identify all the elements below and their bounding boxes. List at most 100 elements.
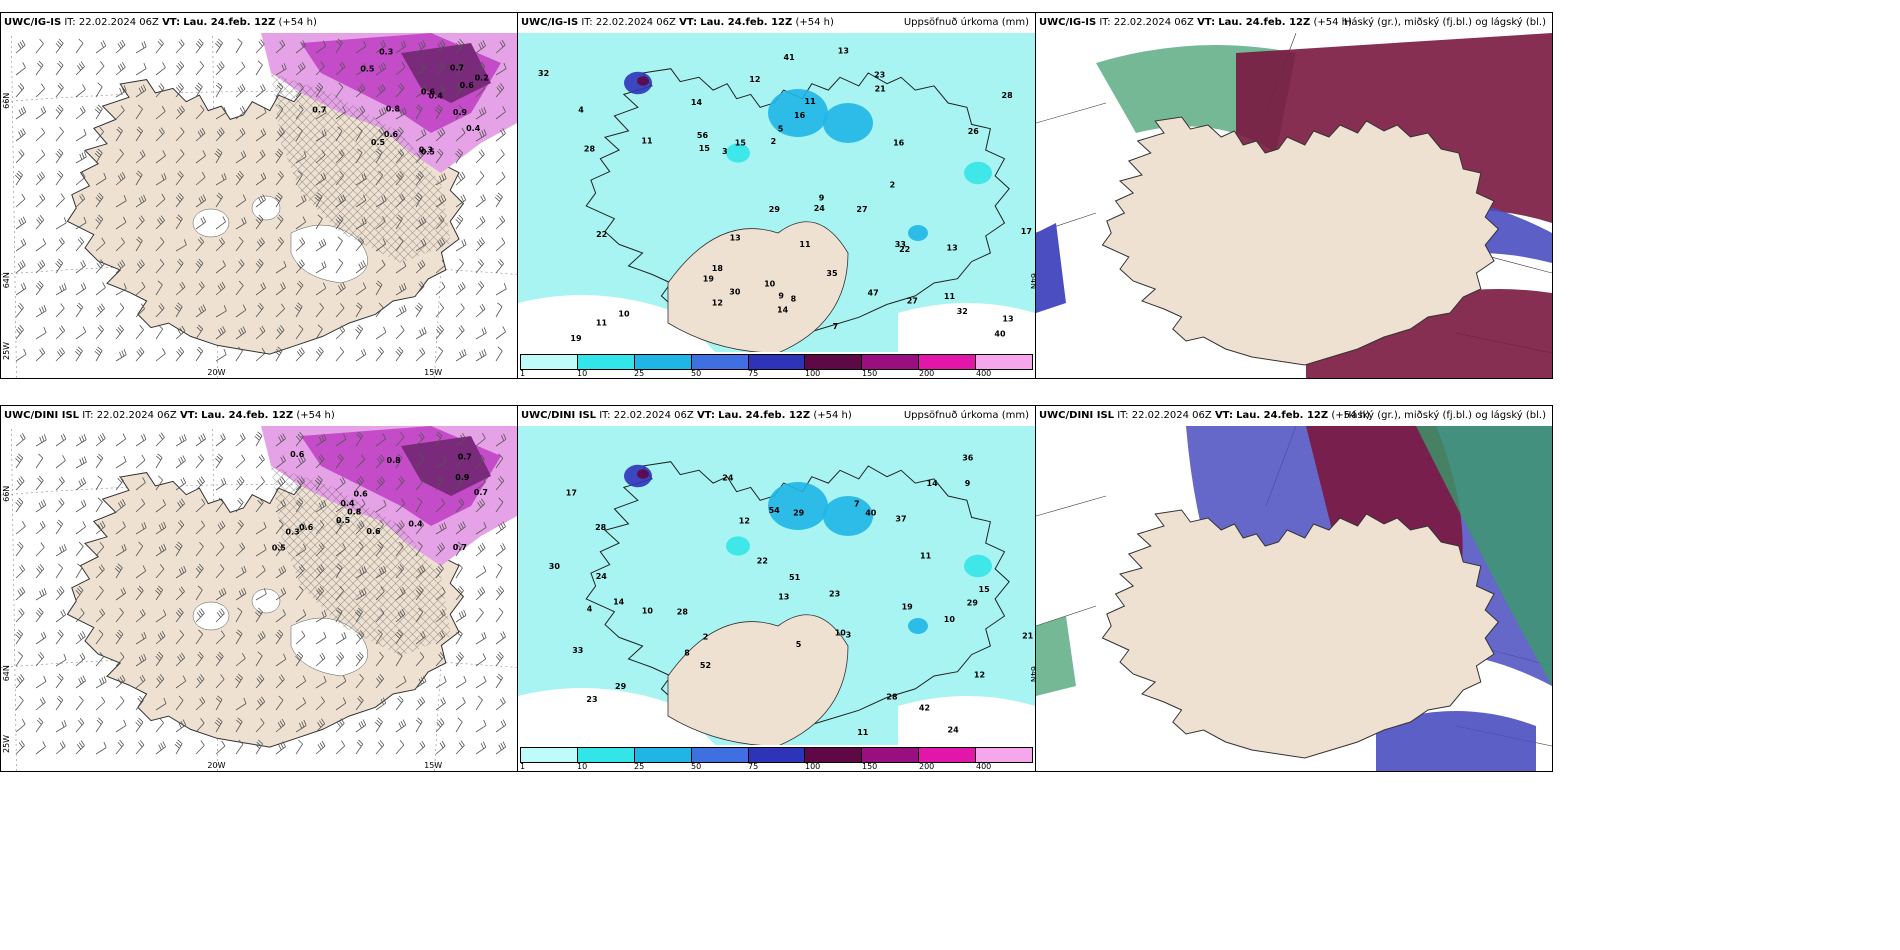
wind-barb [395, 476, 405, 491]
wind-barb [495, 741, 507, 755]
wind-barb [175, 498, 186, 513]
accum-value: 9 [819, 194, 825, 203]
wind-barb [355, 348, 367, 362]
wind-barb [355, 476, 365, 491]
valid-time-label: VT: [1197, 17, 1216, 28]
map-canvas [1036, 426, 1552, 771]
wind-barb [55, 498, 65, 513]
wind-barb [55, 126, 64, 142]
wind-barb [135, 608, 146, 623]
wind-barb [215, 453, 223, 469]
wind-barb [495, 346, 503, 362]
accum-value: 28 [677, 608, 689, 617]
wind-barb [475, 565, 487, 579]
wind-barb [55, 673, 64, 689]
wind-barb [195, 585, 203, 601]
wind-barb [55, 653, 67, 667]
wind-barb [475, 586, 486, 601]
legend-tick: 200 [919, 369, 935, 378]
wind-barb [55, 609, 66, 623]
wind-barb [295, 564, 305, 579]
wind-barb [175, 82, 184, 98]
valid-time: Lau. 24.feb. 12Z [718, 410, 811, 421]
wind-barb [55, 170, 64, 186]
accum-value: 11 [920, 552, 932, 561]
wind-barb [155, 303, 165, 318]
wind-barb [274, 346, 283, 362]
wind-barb [375, 346, 384, 362]
wind-barb [255, 674, 265, 689]
wind-barb [375, 170, 384, 186]
wind-barb [335, 697, 347, 711]
wind-barb [135, 303, 145, 318]
wind-barb [195, 105, 205, 120]
valid-time-label: VT: [162, 17, 181, 28]
wind-barb [455, 148, 464, 164]
accum-value: 24 [814, 204, 826, 213]
panel-accum-precip-ig: UWC/IG-IS IT: 22.02.2024 06Z VT: Lau. 24… [517, 12, 1036, 379]
wind-barb [395, 675, 407, 689]
wind-barb [415, 564, 426, 579]
white-patch [251, 195, 281, 221]
wind-barb [255, 128, 267, 142]
map-canvas: 1113911121311232719401530414756332229283… [518, 33, 1035, 355]
wind-barb [375, 454, 385, 469]
wind-barb [355, 566, 367, 579]
wind-barb [235, 697, 247, 711]
legend-tick: 50 [691, 369, 702, 378]
wind-barb [415, 216, 427, 230]
wind-barb [75, 521, 86, 535]
accum-value: 15 [735, 139, 747, 148]
wind-barb [15, 674, 25, 689]
init-time: IT: 22.02.2024 06Z [64, 17, 159, 28]
wind-barb [275, 39, 286, 54]
wind-barb [335, 563, 343, 579]
wind-barb [35, 326, 47, 340]
precip-value: 0.8 [386, 105, 401, 114]
wind-barb [255, 521, 267, 535]
wind-barb [135, 41, 147, 54]
wind-barb [374, 717, 383, 733]
wind-barb [335, 149, 345, 164]
wind-barb [214, 148, 223, 164]
legend-tick: 10 [577, 369, 588, 378]
precip-value: 0.8 [347, 507, 362, 516]
accum-value: 51 [789, 573, 801, 582]
precip-value: 0.7 [458, 453, 472, 462]
panel-header: UWC/DINI ISL IT: 22.02.2024 06Z VT: Lau.… [1036, 406, 1552, 426]
panel-header: UWC/DINI ISL IT: 22.02.2024 06Z VT: Lau.… [1, 406, 517, 426]
precip-blob [823, 103, 873, 143]
wind-barb [255, 651, 263, 667]
wind-barb [135, 236, 143, 252]
accum-value: 24 [722, 474, 734, 483]
wind-barb [175, 565, 187, 579]
white-patch [251, 588, 281, 614]
wind-barb [475, 327, 487, 340]
accum-value: 5 [778, 125, 784, 134]
wind-barb [155, 324, 164, 340]
precip-blob [637, 469, 649, 479]
wind-barb [295, 697, 307, 711]
wind-barb [355, 282, 367, 296]
wind-barb [375, 148, 383, 164]
wind-barb [95, 61, 105, 76]
wind-barb [355, 302, 363, 318]
lead-time: (+54 h) [813, 410, 852, 421]
wind-barb [175, 652, 186, 667]
wind-barb [215, 520, 226, 535]
wind-barb [115, 85, 127, 98]
dry-land-area [667, 614, 849, 747]
wind-barb [395, 236, 404, 252]
wind-barb [335, 236, 343, 252]
wind-barb [415, 128, 427, 142]
wind-barb [415, 453, 425, 469]
wind-barb [55, 325, 66, 340]
mid-cloud-area [1306, 289, 1552, 378]
wind-barb [195, 453, 205, 469]
wind-barb [395, 629, 403, 645]
wind-barb [355, 148, 363, 164]
wind-barb [135, 631, 147, 645]
wind-barb [174, 302, 183, 318]
wind-barb [195, 150, 206, 164]
wind-barb [15, 106, 27, 120]
